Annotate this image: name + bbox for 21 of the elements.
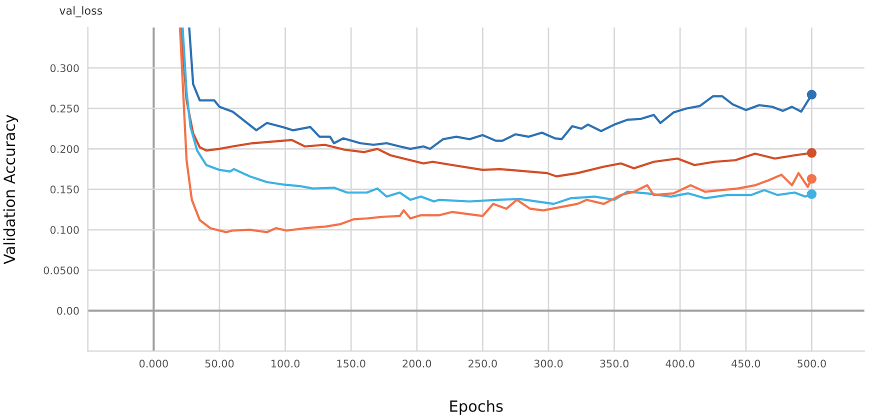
x-axis-title: Epochs xyxy=(450,400,503,415)
x-tick-label: 450.0 xyxy=(732,360,760,368)
y-tick-label: 0.100 xyxy=(50,226,79,234)
x-tick-label: 100.0 xyxy=(272,360,300,368)
x-tick-label: 350.0 xyxy=(600,360,629,368)
x-tick-label: 200.0 xyxy=(402,360,432,368)
y-tick-label: 0.250 xyxy=(50,104,79,113)
chart-title: val_loss xyxy=(59,6,102,18)
x-tick-label: 0.000 xyxy=(139,360,168,368)
x-tick-label: 400.0 xyxy=(666,360,694,368)
y-tick-label: 0.00 xyxy=(57,306,79,315)
x-tick-label: 150.0 xyxy=(337,360,366,368)
y-axis-title: Validation Accuracy xyxy=(3,114,18,264)
y-tick-label: 0.200 xyxy=(50,145,79,153)
y-tick-label: 0.300 xyxy=(50,64,79,72)
y-tick-label: 0.0500 xyxy=(44,266,79,274)
x-tick-label: 300.0 xyxy=(534,360,563,368)
x-tick-label: 250.0 xyxy=(468,360,497,368)
y-tick-label: 0.150 xyxy=(50,186,79,194)
x-tick-label: 500.0 xyxy=(798,360,826,368)
x-tick-label: 50.00 xyxy=(205,360,234,368)
